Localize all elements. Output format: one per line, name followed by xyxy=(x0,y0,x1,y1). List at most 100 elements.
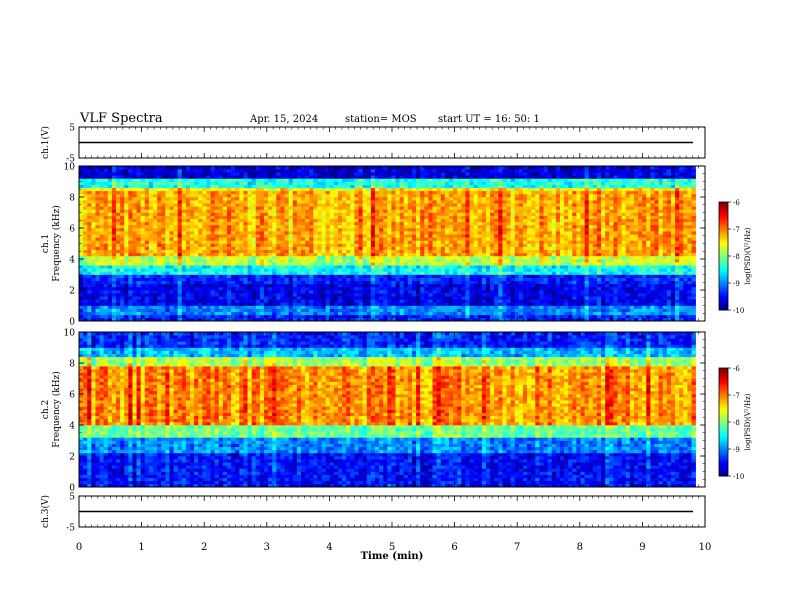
heatmap-cell xyxy=(391,265,396,269)
heatmap-cell xyxy=(687,317,692,322)
heatmap-cell xyxy=(407,277,413,281)
heatmap-cell xyxy=(527,249,532,254)
heatmap-cell xyxy=(481,314,487,319)
heatmap-cell xyxy=(469,243,474,247)
heatmap-cell xyxy=(485,314,491,319)
heatmap-cell xyxy=(144,299,150,303)
heatmap-cell xyxy=(662,224,668,229)
heatmap-cell xyxy=(506,228,511,232)
heatmap-cell xyxy=(498,286,503,291)
heatmap-cell xyxy=(564,255,569,260)
heatmap-cell xyxy=(292,283,298,288)
heatmap-cell xyxy=(666,237,672,241)
heatmap-cell xyxy=(222,317,228,322)
heatmap-cell xyxy=(580,268,585,272)
heatmap-cell xyxy=(218,268,224,272)
heatmap-cell xyxy=(288,317,294,322)
heatmap-cell xyxy=(325,231,331,235)
heatmap-cell xyxy=(198,224,203,229)
heatmap-cell xyxy=(350,231,355,235)
heatmap-cell xyxy=(432,283,437,288)
heatmap-cell xyxy=(255,317,261,322)
heatmap-cell xyxy=(481,252,487,257)
heatmap-cell xyxy=(580,305,585,309)
heatmap-cell xyxy=(202,271,207,275)
heatmap-cell xyxy=(666,293,672,297)
heatmap-cell xyxy=(465,255,470,260)
heatmap-cell xyxy=(189,243,195,247)
heatmap-cell xyxy=(465,262,470,266)
heatmap-cell xyxy=(551,243,557,247)
heatmap-cell xyxy=(440,240,446,244)
heatmap-cell xyxy=(362,246,368,250)
heatmap-cell xyxy=(613,308,618,312)
heatmap-cell xyxy=(276,243,281,247)
heatmap-cell xyxy=(185,286,191,291)
heatmap-cell xyxy=(506,299,511,303)
heatmap-cell xyxy=(625,305,631,309)
heatmap-cell xyxy=(535,271,540,275)
heatmap-cell xyxy=(259,234,265,238)
heatmap-cell xyxy=(522,286,528,291)
heatmap-cell xyxy=(555,255,561,260)
heatmap-cell xyxy=(683,280,688,285)
heatmap-cell xyxy=(395,317,400,322)
heatmap-cell xyxy=(140,277,146,281)
heatmap-cell xyxy=(169,302,174,306)
heatmap-cell xyxy=(535,255,540,260)
heatmap-cell xyxy=(157,249,162,254)
heatmap-cell xyxy=(679,283,684,288)
heatmap-cell xyxy=(103,228,109,232)
heatmap-cell xyxy=(576,221,581,226)
heatmap-cell xyxy=(387,249,392,254)
heatmap-cell xyxy=(662,240,668,244)
heatmap-cell xyxy=(395,296,400,300)
heatmap-cell xyxy=(498,274,503,278)
heatmap-cell xyxy=(440,262,446,266)
heatmap-cell xyxy=(292,311,298,316)
heatmap-cell xyxy=(691,252,696,257)
heatmap-cell xyxy=(428,268,433,272)
heatmap-cell xyxy=(531,293,536,297)
heatmap-cell xyxy=(95,228,100,232)
heatmap-cell xyxy=(658,228,664,232)
heatmap-cell xyxy=(650,280,655,285)
heatmap-cell xyxy=(642,262,647,266)
heatmap-cell xyxy=(424,274,429,278)
heatmap-cell xyxy=(292,228,298,232)
heatmap-cell xyxy=(555,231,561,235)
heatmap-cell xyxy=(432,221,437,226)
heatmap-cell xyxy=(194,262,199,266)
heatmap-cell xyxy=(683,290,688,294)
heatmap-cell xyxy=(79,252,84,257)
heatmap-cell xyxy=(157,296,162,300)
heatmap-cell xyxy=(202,299,207,303)
heatmap-cell xyxy=(440,265,446,269)
heatmap-cell xyxy=(165,305,170,309)
heatmap-cell xyxy=(473,259,479,263)
heatmap-cell xyxy=(140,231,146,235)
heatmap-cell xyxy=(662,280,668,285)
heatmap-cell xyxy=(99,237,104,241)
heatmap-cell xyxy=(325,274,331,278)
heatmap-cell xyxy=(317,280,322,285)
heatmap-cell xyxy=(226,249,232,254)
heatmap-cell xyxy=(284,224,289,229)
heatmap-cell xyxy=(650,262,655,266)
heatmap-cell xyxy=(189,308,195,312)
heatmap-cell xyxy=(226,299,232,303)
heatmap-cell xyxy=(679,237,684,241)
heatmap-cell xyxy=(518,234,524,238)
heatmap-cell xyxy=(457,311,462,316)
heatmap-cell xyxy=(370,280,376,285)
heatmap-cell xyxy=(679,240,684,244)
heatmap-cell xyxy=(444,317,450,322)
heatmap-cell xyxy=(313,221,318,226)
heatmap-cell xyxy=(354,280,359,285)
heatmap-cell xyxy=(337,240,343,244)
heatmap-cell xyxy=(202,240,207,244)
heatmap-cell xyxy=(518,249,524,254)
heatmap-cell xyxy=(646,268,651,272)
heatmap-cell xyxy=(477,311,483,316)
heatmap-cell xyxy=(124,314,129,319)
